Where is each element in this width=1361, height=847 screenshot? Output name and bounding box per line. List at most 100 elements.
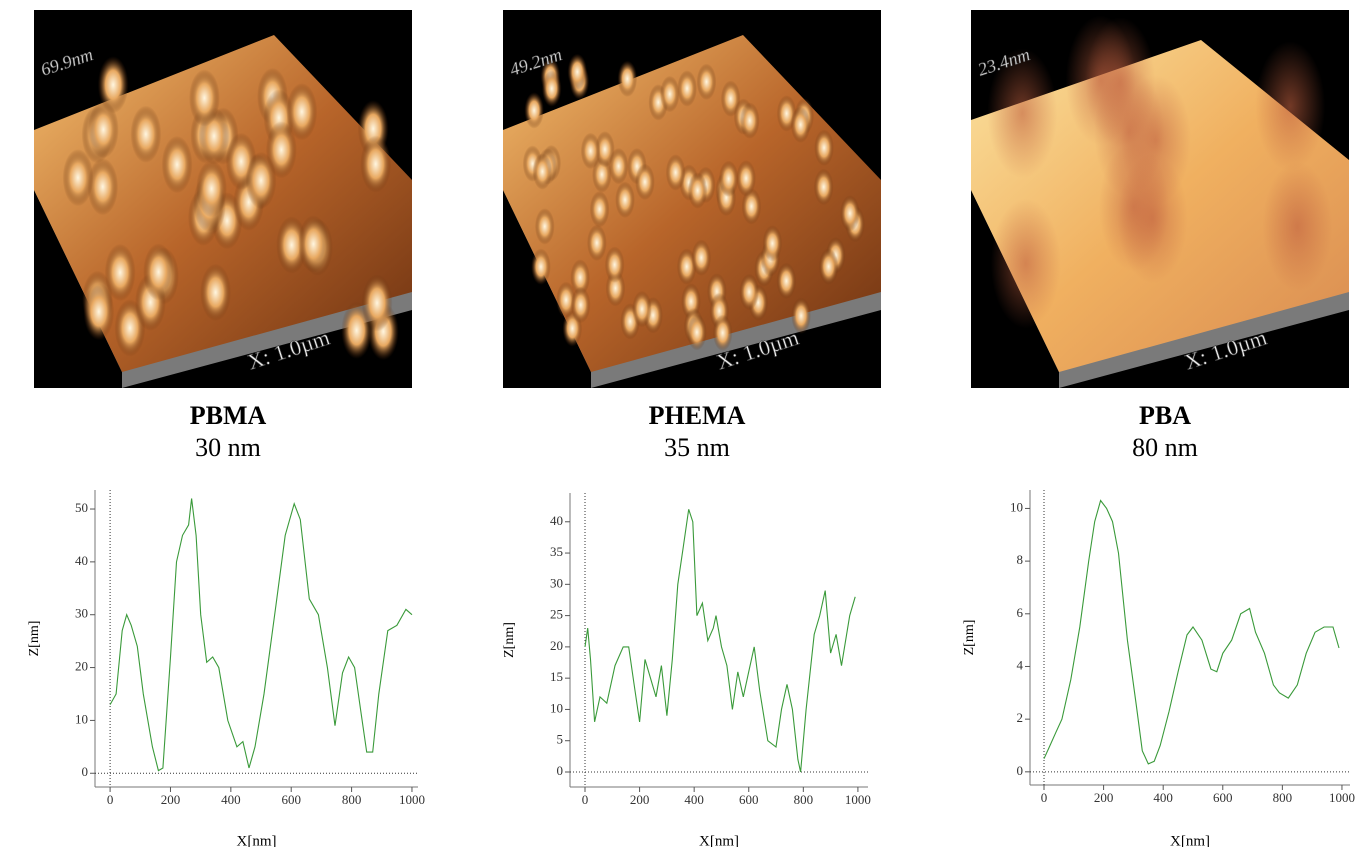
y-tick-label: 25 bbox=[550, 607, 563, 622]
x-tick-label: 800 bbox=[1273, 790, 1293, 805]
x-tick-label: 0 bbox=[1041, 790, 1048, 805]
y-tick-label: 0 bbox=[82, 764, 89, 779]
x-tick-label: 600 bbox=[739, 792, 759, 807]
surface-peak bbox=[531, 248, 551, 285]
surface-peak bbox=[659, 75, 680, 113]
surface-peak bbox=[687, 172, 708, 209]
particle-size: 35 nm bbox=[664, 433, 730, 462]
surface-peak bbox=[736, 160, 756, 197]
surface-peak bbox=[617, 60, 638, 97]
y-tick-label: 2 bbox=[1017, 710, 1024, 725]
surface-peak bbox=[200, 263, 231, 321]
surface-peak bbox=[245, 151, 277, 210]
surface-peak bbox=[570, 286, 591, 324]
y-tick-label: 40 bbox=[550, 513, 563, 528]
surface-peak bbox=[532, 153, 553, 190]
surface-peak bbox=[604, 246, 625, 283]
surface-peak bbox=[87, 158, 119, 216]
x-tick-label: 1000 bbox=[845, 792, 871, 807]
x-tick-label: 600 bbox=[1213, 790, 1233, 805]
surface-dip bbox=[1255, 41, 1326, 172]
x-tick-label: 200 bbox=[1094, 790, 1114, 805]
x-tick-label: 200 bbox=[161, 792, 181, 807]
profile-line bbox=[1043, 499, 1340, 765]
surface-peak bbox=[608, 147, 629, 185]
y-axis-label: Z[nm] bbox=[27, 621, 42, 657]
surface-peak bbox=[635, 163, 655, 201]
x-tick-label: 800 bbox=[342, 792, 362, 807]
y-tick-label: 5 bbox=[557, 732, 564, 747]
surface-peak bbox=[712, 314, 733, 352]
surface-peak bbox=[276, 216, 308, 274]
y-tick-label: 8 bbox=[1017, 552, 1024, 567]
surface-peak bbox=[696, 63, 717, 101]
y-tick-label: 10 bbox=[550, 700, 563, 715]
x-tick-label: 0 bbox=[107, 792, 114, 807]
y-tick-label: 6 bbox=[1017, 605, 1024, 620]
surface-peak bbox=[567, 53, 588, 91]
surface-dip bbox=[987, 48, 1058, 179]
surface-peak bbox=[580, 132, 601, 170]
x-tick-label: 200 bbox=[630, 792, 650, 807]
particle-size: 30 nm bbox=[195, 433, 261, 462]
surface-peak bbox=[360, 135, 392, 193]
y-tick-label: 35 bbox=[550, 544, 563, 559]
surface-peak bbox=[541, 70, 562, 107]
surface-peak bbox=[589, 191, 610, 228]
surface-peak bbox=[840, 195, 860, 232]
surface-peak bbox=[739, 102, 760, 139]
surface-peak bbox=[790, 106, 811, 143]
sample-name: PHEMA bbox=[649, 401, 746, 430]
surface-peak bbox=[196, 160, 227, 218]
y-tick-label: 0 bbox=[1017, 763, 1024, 778]
surface-peak bbox=[814, 129, 834, 166]
surface-peak bbox=[791, 297, 811, 334]
surface-peak bbox=[691, 239, 712, 276]
y-tick-label: 50 bbox=[75, 500, 88, 515]
x-axis-label: X[nm] bbox=[237, 833, 277, 847]
surface-peak bbox=[534, 208, 555, 245]
surface-peak bbox=[298, 215, 329, 273]
surface-dip bbox=[1262, 161, 1333, 292]
y-tick-label: 10 bbox=[75, 711, 88, 726]
y-tick-label: 40 bbox=[75, 553, 88, 568]
y-tick-label: 30 bbox=[550, 575, 563, 590]
y-tick-label: 4 bbox=[1017, 657, 1024, 672]
surface-peak bbox=[265, 121, 297, 179]
surface-dip bbox=[1085, 17, 1156, 148]
y-tick-label: 20 bbox=[550, 638, 563, 653]
surface-peak bbox=[818, 248, 839, 285]
surface-peak bbox=[361, 274, 393, 332]
x-tick-label: 400 bbox=[1153, 790, 1173, 805]
x-axis-label: X[nm] bbox=[699, 833, 739, 847]
surface-peak bbox=[286, 83, 318, 141]
surface-peak bbox=[741, 188, 762, 225]
y-tick-label: 10 bbox=[1010, 499, 1023, 514]
x-tick-label: 0 bbox=[582, 792, 589, 807]
surface-peak bbox=[677, 70, 697, 107]
surface-peak bbox=[718, 160, 739, 197]
surface-peak bbox=[87, 100, 119, 159]
surface-peak bbox=[97, 56, 129, 114]
y-tick-label: 0 bbox=[557, 763, 564, 778]
x-tick-label: 400 bbox=[221, 792, 241, 807]
surface-peak bbox=[762, 225, 783, 262]
surface-peak bbox=[739, 273, 759, 311]
surface-peak bbox=[687, 313, 707, 351]
surface-peak bbox=[130, 105, 162, 163]
x-tick-label: 800 bbox=[794, 792, 814, 807]
surface-peak bbox=[776, 262, 797, 300]
surface-peak bbox=[161, 135, 193, 194]
surface-peak bbox=[587, 224, 607, 262]
surface-peak bbox=[665, 154, 686, 191]
x-axis-label: X[nm] bbox=[1170, 833, 1210, 847]
profile-line bbox=[584, 509, 856, 773]
surface-peak bbox=[143, 243, 174, 301]
sample-name: PBMA bbox=[190, 401, 267, 430]
surface-peak bbox=[189, 69, 220, 127]
x-tick-label: 1000 bbox=[399, 792, 425, 807]
